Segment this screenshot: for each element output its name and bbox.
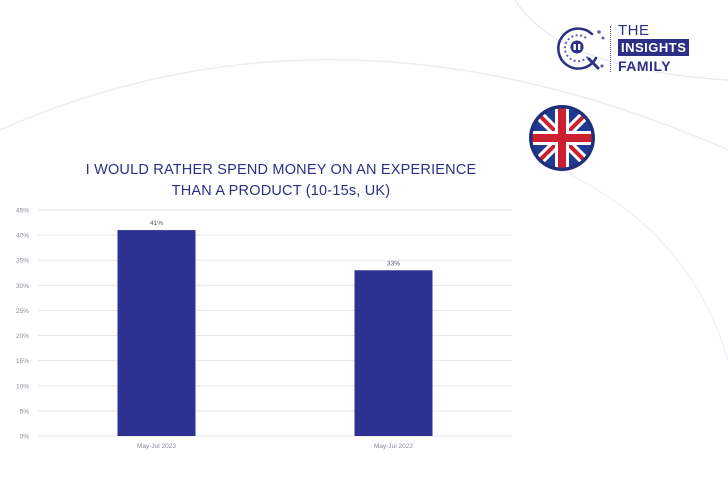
y-tick-label: 40% [16,233,29,240]
chart-title-line-2: THAN A PRODUCT (10-15s, UK) [171,183,391,199]
y-tick-label: 30% [16,283,29,290]
y-tick-label: 45% [16,208,29,215]
uk-flag-icon [529,105,595,171]
brand-text-the: THE [618,22,650,39]
y-tick-label: 35% [16,258,29,265]
bar [117,230,196,436]
x-tick-label: May-Jul 2022 [374,443,413,450]
brand-text-insights: INSIGHTS [618,39,690,56]
brand-divider [610,26,611,72]
bar-value-label: 41% [150,220,163,227]
x-tick-label: May-Jul 2023 [137,443,176,450]
insights-family-logo-icon [557,27,605,70]
chart-title: I WOULD RATHER SPEND MONEY ON AN EXPERIE… [40,160,522,202]
bar-chart: 0% 5% 10% 15% 20% 25% 30% 35% 40% 45% 41% May-Jul 2… [16,208,512,450]
y-tick-label: 25% [16,308,29,315]
bar-value-label: 33% [387,260,400,267]
chart-title-line-1: I WOULD RATHER SPEND MONEY ON AN EXPERIE… [85,162,477,178]
y-tick-label: 0% [20,434,30,441]
y-tick-label: 5% [20,408,30,415]
y-tick-label: 20% [16,333,29,340]
brand-logo: THE INSIGHTS FAMILY [552,22,702,78]
bar [354,270,433,436]
brand-text-family: FAMILY [618,58,672,74]
y-tick-label: 15% [16,358,29,365]
y-tick-label: 10% [16,383,29,390]
